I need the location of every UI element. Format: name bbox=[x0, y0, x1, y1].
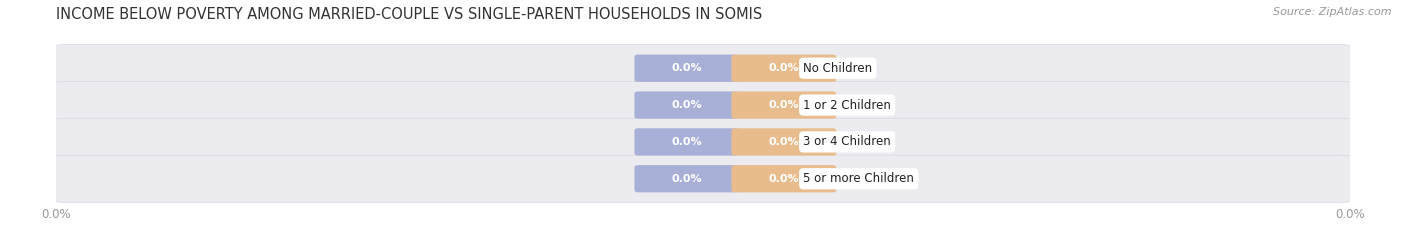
Text: 3 or 4 Children: 3 or 4 Children bbox=[803, 135, 891, 148]
FancyBboxPatch shape bbox=[634, 165, 740, 192]
FancyBboxPatch shape bbox=[731, 165, 837, 192]
Text: 0.0%: 0.0% bbox=[769, 100, 799, 110]
Text: 5 or more Children: 5 or more Children bbox=[803, 172, 914, 185]
Text: 0.0%: 0.0% bbox=[769, 63, 799, 73]
FancyBboxPatch shape bbox=[731, 128, 837, 156]
FancyBboxPatch shape bbox=[51, 82, 1355, 129]
Text: 0.0%: 0.0% bbox=[769, 174, 799, 184]
Text: No Children: No Children bbox=[803, 62, 872, 75]
FancyBboxPatch shape bbox=[634, 91, 740, 119]
FancyBboxPatch shape bbox=[51, 118, 1355, 165]
FancyBboxPatch shape bbox=[51, 155, 1355, 202]
FancyBboxPatch shape bbox=[51, 45, 1355, 92]
Text: 0.0%: 0.0% bbox=[672, 63, 702, 73]
FancyBboxPatch shape bbox=[634, 55, 740, 82]
Text: 0.0%: 0.0% bbox=[769, 137, 799, 147]
FancyBboxPatch shape bbox=[731, 91, 837, 119]
Text: 0.0%: 0.0% bbox=[672, 137, 702, 147]
Text: 1 or 2 Children: 1 or 2 Children bbox=[803, 99, 891, 112]
Text: 0.0%: 0.0% bbox=[672, 100, 702, 110]
Text: 0.0%: 0.0% bbox=[672, 174, 702, 184]
Text: INCOME BELOW POVERTY AMONG MARRIED-COUPLE VS SINGLE-PARENT HOUSEHOLDS IN SOMIS: INCOME BELOW POVERTY AMONG MARRIED-COUPL… bbox=[56, 7, 762, 22]
FancyBboxPatch shape bbox=[731, 55, 837, 82]
Text: Source: ZipAtlas.com: Source: ZipAtlas.com bbox=[1274, 7, 1392, 17]
FancyBboxPatch shape bbox=[634, 128, 740, 156]
